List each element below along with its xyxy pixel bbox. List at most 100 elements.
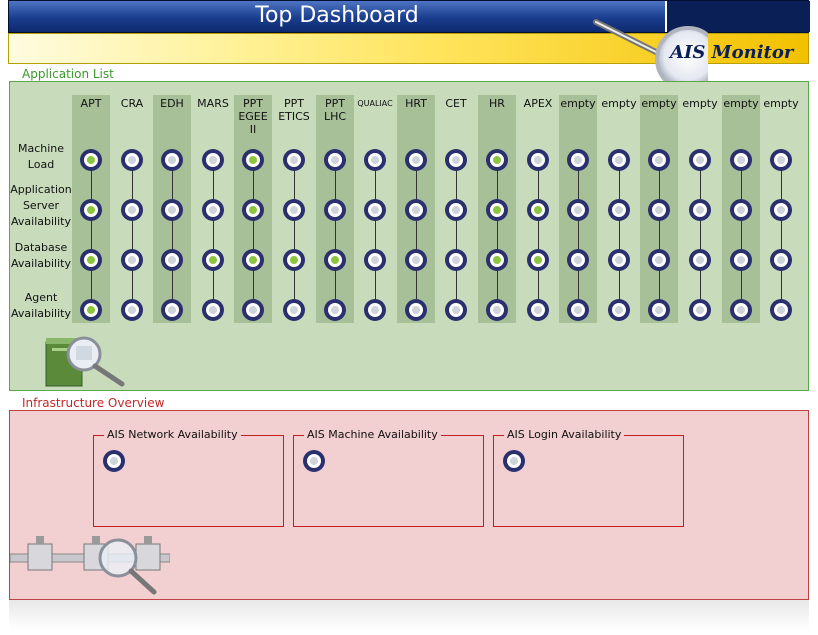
status-indicator[interactable] (567, 299, 589, 321)
status-indicator[interactable] (567, 199, 589, 221)
network-status-indicator[interactable] (103, 450, 125, 472)
status-indicator[interactable] (202, 299, 224, 321)
status-indicator[interactable] (405, 199, 427, 221)
row-label: Database Availability (11, 241, 71, 270)
column-connector-line (659, 160, 660, 310)
infrastructure-overview-label: Infrastructure Overview (22, 396, 165, 410)
status-indicator[interactable] (486, 249, 508, 271)
status-indicator[interactable] (608, 149, 630, 171)
status-indicator[interactable] (80, 199, 102, 221)
column-header: HRT (405, 97, 427, 110)
status-indicator[interactable] (242, 149, 264, 171)
column-header: empty (763, 97, 799, 110)
header-bar: Top Dashboard (8, 0, 810, 33)
status-indicator[interactable] (527, 149, 549, 171)
status-indicator[interactable] (283, 149, 305, 171)
status-indicator[interactable] (730, 299, 752, 321)
status-indicator[interactable] (689, 149, 711, 171)
status-indicator[interactable] (121, 149, 143, 171)
column-header: empty (682, 97, 718, 110)
status-indicator[interactable] (770, 299, 792, 321)
column-header: empty (560, 97, 596, 110)
status-indicator[interactable] (80, 249, 102, 271)
column-header: PPT EGEE II (238, 97, 268, 136)
status-indicator[interactable] (486, 199, 508, 221)
status-indicator[interactable] (202, 149, 224, 171)
status-indicator[interactable] (161, 149, 183, 171)
column-connector-line (294, 160, 295, 310)
status-indicator[interactable] (730, 149, 752, 171)
status-indicator[interactable] (730, 199, 752, 221)
machine-status-indicator[interactable] (303, 450, 325, 472)
login-availability-box: AIS Login Availability (493, 428, 684, 527)
status-indicator[interactable] (567, 249, 589, 271)
status-indicator[interactable] (283, 249, 305, 271)
column-connector-line (375, 160, 376, 310)
column-connector-line (497, 160, 498, 310)
logo-text: AIS Monitor (670, 42, 794, 63)
status-indicator[interactable] (608, 199, 630, 221)
status-indicator[interactable] (689, 299, 711, 321)
status-indicator[interactable] (648, 199, 670, 221)
status-indicator[interactable] (445, 199, 467, 221)
status-indicator[interactable] (161, 199, 183, 221)
status-indicator[interactable] (527, 299, 549, 321)
status-indicator[interactable] (648, 249, 670, 271)
status-indicator[interactable] (567, 149, 589, 171)
status-indicator[interactable] (283, 199, 305, 221)
status-indicator[interactable] (445, 149, 467, 171)
status-indicator[interactable] (405, 299, 427, 321)
page-title: Top Dashboard (255, 3, 419, 28)
status-indicator[interactable] (202, 249, 224, 271)
status-indicator[interactable] (689, 199, 711, 221)
column-connector-line (619, 160, 620, 310)
status-indicator[interactable] (770, 249, 792, 271)
status-indicator[interactable] (324, 299, 346, 321)
column-header: empty (641, 97, 677, 110)
status-indicator[interactable] (121, 249, 143, 271)
status-indicator[interactable] (364, 249, 386, 271)
login-status-indicator[interactable] (503, 450, 525, 472)
status-indicator[interactable] (242, 199, 264, 221)
status-indicator[interactable] (405, 149, 427, 171)
status-indicator[interactable] (242, 299, 264, 321)
status-indicator[interactable] (486, 149, 508, 171)
column-header: EDH (160, 97, 184, 110)
status-indicator[interactable] (730, 249, 752, 271)
status-indicator[interactable] (445, 249, 467, 271)
status-indicator[interactable] (324, 149, 346, 171)
status-indicator[interactable] (364, 149, 386, 171)
row-label: Application Server Availability (10, 183, 72, 228)
network-availability-title: AIS Network Availability (104, 428, 241, 441)
status-indicator[interactable] (80, 149, 102, 171)
status-indicator[interactable] (527, 199, 549, 221)
status-indicator[interactable] (405, 249, 427, 271)
status-indicator[interactable] (202, 199, 224, 221)
status-indicator[interactable] (242, 249, 264, 271)
status-indicator[interactable] (608, 249, 630, 271)
status-indicator[interactable] (648, 299, 670, 321)
status-indicator[interactable] (161, 299, 183, 321)
status-indicator[interactable] (283, 299, 305, 321)
status-indicator[interactable] (486, 299, 508, 321)
status-indicator[interactable] (121, 299, 143, 321)
status-indicator[interactable] (770, 199, 792, 221)
status-indicator[interactable] (121, 199, 143, 221)
status-indicator[interactable] (689, 249, 711, 271)
column-header: APEX (523, 97, 553, 110)
status-indicator[interactable] (648, 149, 670, 171)
network-availability-box: AIS Network Availability (93, 428, 284, 527)
column-connector-line (781, 160, 782, 310)
column-connector-line (741, 160, 742, 310)
status-indicator[interactable] (364, 199, 386, 221)
status-indicator[interactable] (324, 199, 346, 221)
status-indicator[interactable] (161, 249, 183, 271)
status-indicator[interactable] (770, 149, 792, 171)
column-header: empty (723, 97, 759, 110)
status-indicator[interactable] (445, 299, 467, 321)
status-indicator[interactable] (80, 299, 102, 321)
status-indicator[interactable] (324, 249, 346, 271)
status-indicator[interactable] (364, 299, 386, 321)
status-indicator[interactable] (608, 299, 630, 321)
status-indicator[interactable] (527, 249, 549, 271)
